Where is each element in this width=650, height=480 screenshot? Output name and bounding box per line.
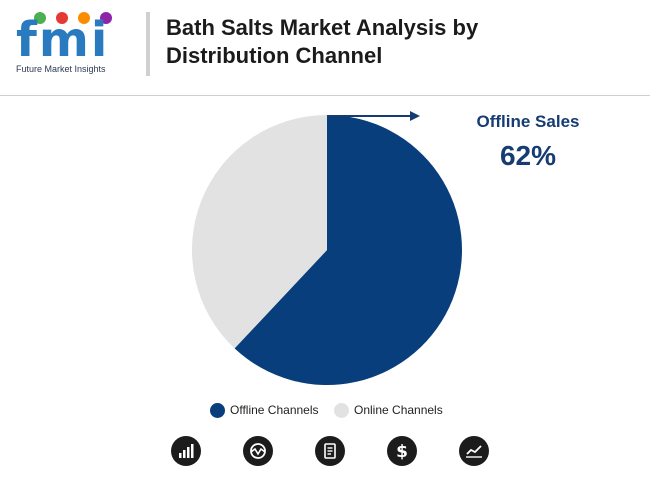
logo-tagline: Future Market Insights [16, 64, 106, 74]
callout-value: 62% [499, 140, 557, 171]
header-rule [0, 95, 650, 96]
legend-item-online: Online Channels [334, 400, 443, 420]
header-divider [146, 12, 150, 76]
legend-label-offline: Offline Channels [230, 403, 319, 417]
footer-icon-row: $ [0, 436, 650, 470]
legend-swatch-online [334, 402, 349, 418]
legend-swatch-offline [210, 402, 225, 418]
svg-text:$: $ [396, 442, 408, 461]
trend-chart-icon [459, 436, 489, 466]
report-icon [315, 436, 345, 466]
pie-slice-offline-channels [234, 115, 462, 385]
dollar-icon: $ [387, 436, 417, 466]
pie-chart [191, 111, 462, 385]
chart-legend: Offline Channels Online Channels [0, 400, 650, 420]
pie-slice-online-channels [191, 115, 327, 349]
gauge-icon [243, 436, 273, 466]
fmi-logo: fmi Future Market Insights [14, 10, 134, 76]
bar-chart-icon [171, 436, 201, 466]
page-title: Bath Salts Market Analysis by Distributi… [166, 15, 479, 68]
legend-label-online: Online Channels [354, 403, 443, 417]
logo-dots-icon [34, 12, 112, 24]
header: fmi Future Market Insights Bath Salts Ma… [0, 0, 650, 90]
legend-item-offline: Offline Channels [210, 400, 319, 420]
callout-arrow-head [410, 111, 420, 121]
logo-text: fmi [16, 12, 110, 68]
callout-label: Offline Sales [476, 112, 580, 131]
